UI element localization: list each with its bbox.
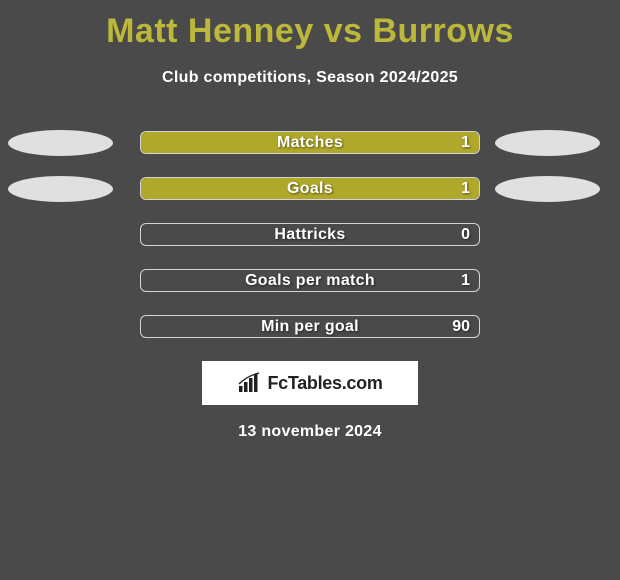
stat-row: Goals1 <box>0 177 620 201</box>
subtitle: Club competitions, Season 2024/2025 <box>0 69 620 87</box>
stat-value-right: 90 <box>452 315 470 338</box>
logo-text: FcTables.com <box>267 373 382 394</box>
bar-track <box>140 131 480 154</box>
right-ellipse <box>495 130 600 156</box>
stat-value-right: 1 <box>461 269 470 292</box>
bar-fill-right <box>141 132 479 153</box>
stat-row: Hattricks0 <box>0 223 620 247</box>
left-ellipse <box>8 176 113 202</box>
fctables-logo: FcTables.com <box>202 361 418 405</box>
stat-value-right: 1 <box>461 131 470 154</box>
bar-track <box>140 269 480 292</box>
stat-value-right: 0 <box>461 223 470 246</box>
stat-row: Matches1 <box>0 131 620 155</box>
stat-row: Goals per match1 <box>0 269 620 293</box>
page-title: Matt Henney vs Burrows <box>0 0 620 51</box>
bar-fill-right <box>141 178 479 199</box>
stat-value-right: 1 <box>461 177 470 200</box>
right-ellipse <box>495 176 600 202</box>
bar-chart-icon <box>237 372 263 394</box>
stat-row: Min per goal90 <box>0 315 620 339</box>
bar-track <box>140 223 480 246</box>
left-ellipse <box>8 130 113 156</box>
bar-track <box>140 177 480 200</box>
date-text: 13 november 2024 <box>0 423 620 441</box>
stats-container: Matches1 Goals1 Hattricks0 Goals per match1… <box>0 131 620 339</box>
bar-track <box>140 315 480 338</box>
